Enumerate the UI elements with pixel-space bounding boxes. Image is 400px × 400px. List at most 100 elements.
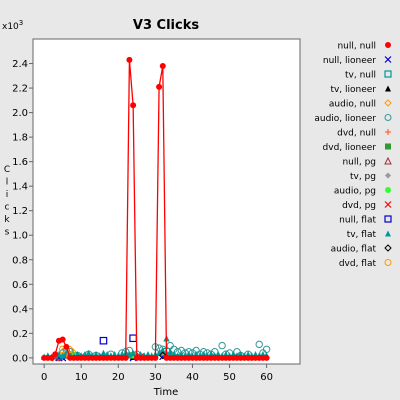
data-point bbox=[158, 351, 167, 360]
legend-marker bbox=[384, 99, 392, 107]
legend-label: tv, null bbox=[345, 71, 376, 81]
data-point bbox=[159, 62, 166, 69]
series-audio-flat bbox=[158, 351, 167, 360]
y-axis-label: Clicks bbox=[4, 165, 11, 238]
legend-item: null, lioneer bbox=[323, 56, 392, 66]
marker-stroke bbox=[384, 201, 392, 208]
marker-shape bbox=[385, 172, 391, 179]
marker-shape bbox=[384, 70, 392, 78]
x-tick-label: 60 bbox=[260, 372, 273, 383]
marker-shape bbox=[384, 259, 392, 266]
y-tick-label: 1.8 bbox=[12, 133, 28, 144]
legend-item: null, pg bbox=[342, 156, 392, 168]
marker-shape bbox=[85, 349, 92, 357]
legend-label: dvd, pg bbox=[342, 201, 376, 211]
y-tick-label: 0.8 bbox=[12, 255, 28, 266]
marker-shape bbox=[255, 340, 263, 349]
marker-shape bbox=[167, 348, 174, 355]
marker-shape bbox=[384, 244, 392, 252]
legend-item: dvd, flat bbox=[339, 259, 392, 269]
legend-label: audio, lioneer bbox=[314, 114, 376, 124]
y-multiplier-base: x10 bbox=[2, 22, 19, 32]
legend-marker bbox=[385, 230, 391, 237]
marker-shape bbox=[263, 354, 270, 361]
data-point bbox=[152, 354, 159, 361]
marker-shape bbox=[100, 349, 107, 357]
legend-label: null, lioneer bbox=[323, 56, 376, 66]
marker-shape bbox=[385, 187, 391, 193]
marker-shape bbox=[129, 349, 137, 357]
legend-marker bbox=[385, 85, 391, 92]
x-tick-label: 10 bbox=[75, 372, 88, 383]
x-tick-label: 0 bbox=[41, 372, 47, 383]
series-layer bbox=[40, 56, 271, 362]
data-point bbox=[100, 349, 107, 357]
marker-shape bbox=[385, 85, 391, 92]
x-tick-label: 20 bbox=[112, 372, 125, 383]
legend-marker bbox=[385, 42, 391, 48]
legend-marker bbox=[384, 70, 392, 78]
marker-shape bbox=[52, 351, 59, 358]
legend-item: dvd, lioneer bbox=[323, 143, 391, 153]
marker-shape bbox=[156, 83, 163, 90]
legend-item: audio, pg bbox=[334, 187, 391, 197]
marker-shape bbox=[48, 354, 55, 361]
legend-item: null, null bbox=[337, 42, 391, 52]
legend-marker bbox=[384, 114, 392, 121]
y-tick-label: 1.6 bbox=[12, 157, 28, 168]
data-point bbox=[48, 354, 55, 361]
marker-shape bbox=[385, 42, 391, 48]
data-point bbox=[129, 349, 137, 357]
legend: null, null null, lioneer tv, null tv, lione… bbox=[314, 42, 392, 269]
marker-shape bbox=[384, 215, 392, 223]
legend-label: tv, lioneer bbox=[330, 85, 376, 95]
marker-shape bbox=[63, 343, 70, 350]
marker-shape bbox=[159, 62, 166, 69]
legend-marker bbox=[384, 201, 392, 208]
legend-marker bbox=[385, 129, 391, 135]
y-axis-label-letter: C bbox=[4, 165, 10, 175]
y-tick-label: 0.0 bbox=[12, 353, 28, 364]
y-tick-label: 2.0 bbox=[12, 108, 28, 119]
legend-item: tv, lioneer bbox=[330, 85, 391, 95]
y-tick-label: 2.2 bbox=[12, 84, 28, 95]
y-tick-label: 0.2 bbox=[12, 329, 28, 340]
x-tick-label: 50 bbox=[223, 372, 236, 383]
marker-shape bbox=[126, 56, 133, 63]
legend-label: tv, pg bbox=[350, 172, 376, 182]
data-point bbox=[59, 352, 66, 359]
legend-item: dvd, null bbox=[337, 129, 391, 139]
legend-item: tv, pg bbox=[350, 172, 391, 182]
data-point bbox=[156, 83, 163, 90]
legend-label: dvd, lioneer bbox=[323, 143, 377, 153]
data-point bbox=[255, 340, 263, 349]
x-tick-label: 40 bbox=[186, 372, 199, 383]
legend-marker bbox=[384, 156, 392, 165]
marker-shape bbox=[59, 352, 66, 359]
y-axis-label-letter: s bbox=[5, 228, 10, 238]
data-point bbox=[59, 336, 66, 343]
data-point bbox=[167, 348, 174, 355]
legend-marker bbox=[384, 215, 392, 223]
data-point bbox=[85, 349, 92, 357]
legend-marker bbox=[384, 56, 392, 63]
marker-stroke bbox=[384, 56, 392, 63]
legend-label: null, null bbox=[337, 42, 376, 52]
y-tick-label: 1.4 bbox=[12, 182, 28, 193]
data-point bbox=[52, 351, 59, 358]
marker-shape bbox=[384, 99, 392, 107]
x-tick-label: 30 bbox=[149, 372, 162, 383]
legend-label: audio, flat bbox=[331, 245, 377, 255]
y-tick-label: 1.2 bbox=[12, 206, 28, 217]
legend-item: audio, null bbox=[329, 99, 392, 110]
y-axis-label-letter: c bbox=[5, 203, 10, 213]
legend-marker bbox=[385, 187, 391, 193]
legend-label: tv, flat bbox=[347, 230, 377, 240]
y-tick-label: 0.4 bbox=[12, 304, 28, 315]
legend-item: audio, flat bbox=[331, 244, 392, 255]
marker-shape bbox=[63, 349, 70, 357]
marker-shape bbox=[158, 351, 167, 360]
legend-label: null, pg bbox=[342, 158, 376, 168]
legend-marker bbox=[384, 259, 392, 266]
data-point bbox=[99, 336, 108, 345]
